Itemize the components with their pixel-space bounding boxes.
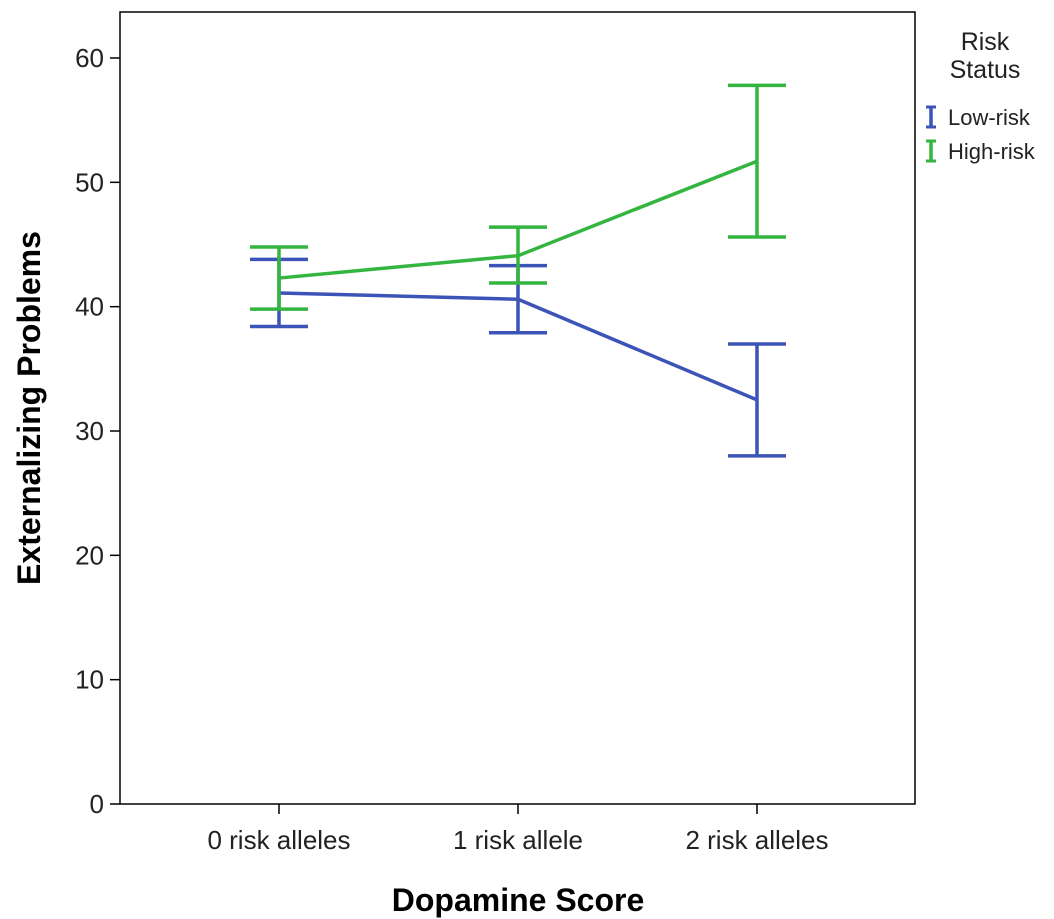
y-axis: 0 10 20 30 40 50 60 bbox=[75, 43, 120, 819]
legend-swatch bbox=[926, 139, 936, 163]
y-tick-label: 50 bbox=[75, 167, 104, 197]
series-low-risk bbox=[250, 257, 786, 458]
x-tick-label: 2 risk alleles bbox=[685, 825, 828, 855]
error-bar bbox=[728, 83, 786, 239]
y-tick-label: 60 bbox=[75, 43, 104, 73]
error-bar bbox=[728, 342, 786, 458]
series-line bbox=[278, 291, 758, 402]
legend-title: Risk Status bbox=[950, 28, 1021, 84]
x-axis: 0 risk alleles 1 risk allele 2 risk allele… bbox=[207, 804, 829, 855]
plot-frame bbox=[119, 11, 916, 805]
y-tick-label: 40 bbox=[75, 292, 104, 322]
y-tick-label: 0 bbox=[90, 789, 104, 819]
series-line bbox=[278, 159, 758, 280]
x-tick-label: 1 risk allele bbox=[453, 825, 583, 855]
y-tick-label: 20 bbox=[75, 540, 104, 570]
legend-item: High-risk bbox=[926, 139, 1036, 164]
series-high-risk bbox=[250, 83, 786, 311]
x-axis-title: Dopamine Score bbox=[392, 882, 645, 918]
legend-swatch bbox=[926, 105, 936, 129]
x-tick-label: 0 risk alleles bbox=[207, 825, 350, 855]
legend-title-line: Risk bbox=[961, 28, 1010, 56]
y-axis-title: Externalizing Problems bbox=[11, 231, 47, 585]
legend-items: Low-risk High-risk bbox=[926, 105, 1036, 164]
series-layer bbox=[250, 83, 786, 458]
legend: Risk Status Low-risk High-risk bbox=[926, 28, 1036, 164]
y-tick-label: 30 bbox=[75, 416, 104, 446]
legend-title-line: Status bbox=[950, 56, 1021, 84]
y-tick-label: 10 bbox=[75, 665, 104, 695]
legend-label: Low-risk bbox=[948, 105, 1031, 130]
legend-label: High-risk bbox=[948, 139, 1036, 164]
legend-item: Low-risk bbox=[926, 105, 1031, 130]
